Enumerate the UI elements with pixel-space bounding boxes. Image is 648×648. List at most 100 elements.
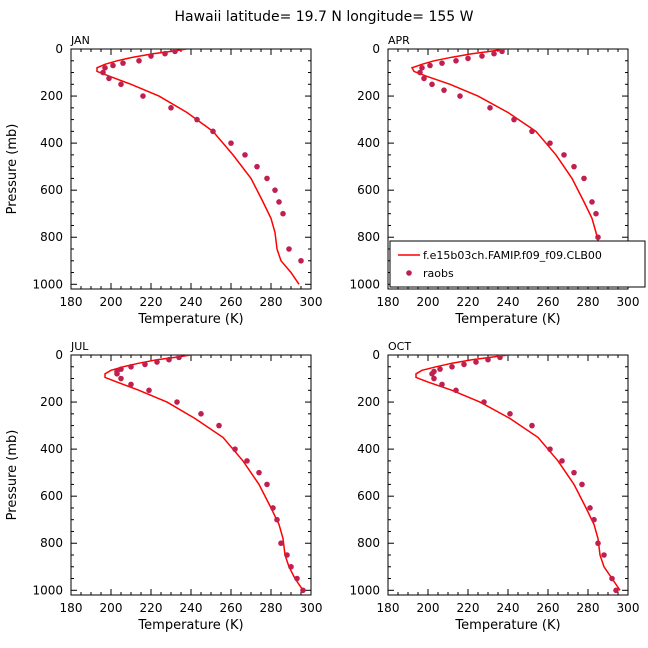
x-tick-label: 300 — [617, 295, 640, 309]
raobs-point — [210, 128, 216, 135]
model-profile-line — [104, 355, 304, 591]
raobs-point — [487, 105, 493, 111]
raobs-point — [571, 469, 577, 476]
raobs-point — [216, 422, 222, 429]
raobs-point — [264, 175, 270, 182]
plot-area — [415, 355, 621, 594]
legend-raobs-swatch — [406, 270, 412, 276]
raobs-point — [286, 246, 292, 252]
raobs-point — [589, 199, 595, 205]
raobs-point — [198, 411, 204, 417]
x-tick-label: 180 — [60, 601, 83, 615]
raobs-point — [174, 399, 180, 405]
raobs-point — [429, 81, 435, 88]
x-tick-label: 220 — [140, 295, 163, 309]
raobs-point — [579, 481, 585, 488]
raobs-point — [228, 140, 234, 146]
x-tick-label: 260 — [220, 295, 243, 309]
x-tick-label: 260 — [220, 601, 243, 615]
x-tick-label: 280 — [577, 601, 600, 615]
raobs-point — [437, 366, 443, 372]
y-tick-label: 600 — [357, 489, 380, 503]
raobs-point — [417, 69, 423, 76]
raobs-point — [529, 422, 535, 429]
raobs-point — [276, 199, 282, 205]
raobs-point — [593, 210, 599, 217]
panel-label: JUL — [70, 340, 89, 353]
x-axis-label: Temperature (K) — [454, 312, 560, 327]
raobs-point — [128, 363, 134, 370]
raobs-point — [232, 446, 238, 452]
raobs-point — [142, 361, 148, 368]
raobs-point — [511, 116, 517, 123]
x-tick-label: 220 — [457, 601, 480, 615]
x-tick-label: 200 — [100, 601, 123, 615]
raobs-point — [481, 399, 487, 405]
raobs-point — [431, 375, 437, 382]
x-tick-label: 280 — [260, 601, 283, 615]
x-tick-label: 240 — [180, 295, 203, 309]
x-axis-label: Temperature (K) — [454, 618, 560, 633]
raobs-point — [529, 128, 535, 135]
raobs-point — [453, 57, 459, 64]
x-tick-label: 300 — [300, 601, 323, 615]
raobs-point — [284, 552, 290, 558]
raobs-point — [497, 355, 503, 361]
y-tick-label: 0 — [372, 42, 380, 56]
raobs-point — [100, 69, 106, 76]
y-axis-label: Pressure (mb) — [5, 430, 20, 521]
plot-area — [104, 355, 306, 594]
x-tick-label: 180 — [377, 601, 400, 615]
plot-frame — [70, 48, 312, 290]
x-tick-label: 220 — [457, 295, 480, 309]
panel-jul: 180 200 220 240 260 280 300 0 200 400 600 800 1000 Te… — [5, 340, 322, 633]
raobs-point — [118, 81, 124, 88]
y-tick-label: 200 — [40, 89, 63, 103]
y-axis-label: Pressure (mb) — [5, 124, 20, 215]
raobs-point — [300, 587, 306, 594]
y-tick-label: 800 — [40, 230, 63, 244]
y-tick-label: 200 — [357, 395, 380, 409]
y-tick-label: 200 — [40, 395, 63, 409]
raobs-point — [439, 381, 445, 388]
x-tick-label: 240 — [180, 601, 203, 615]
raobs-point — [457, 93, 463, 99]
raobs-point — [128, 381, 134, 388]
x-tick-label: 200 — [417, 295, 440, 309]
y-tick-label: 0 — [372, 348, 380, 362]
panel-label: APR — [388, 34, 410, 47]
x-tick-label: 240 — [497, 295, 520, 309]
raobs-point — [278, 540, 284, 547]
x-tick-label: 260 — [537, 601, 560, 615]
panel-apr: 180 200 220 240 260 280 300 0 200 400 600 800 1000 Te… — [349, 34, 646, 327]
raobs-point — [591, 516, 597, 523]
y-tick-label: 400 — [357, 136, 380, 150]
raobs-point — [254, 163, 260, 170]
page-title: Hawaii latitude= 19.7 N longitude= 155 W — [175, 9, 474, 25]
raobs-point — [499, 49, 505, 55]
y-tick-label: 400 — [40, 136, 63, 150]
raobs-point — [587, 505, 593, 511]
y-tick-label: 400 — [357, 442, 380, 456]
y-tick-label: 1000 — [32, 583, 63, 597]
x-axis-label: Temperature (K) — [137, 312, 243, 327]
raobs-point — [441, 87, 447, 93]
x-tick-label: 220 — [140, 601, 163, 615]
legend-box — [389, 240, 646, 288]
raobs-point — [172, 49, 178, 55]
raobs-point — [102, 65, 108, 71]
y-tick-label: 800 — [357, 536, 380, 550]
x-tick-label: 200 — [100, 295, 123, 309]
y-tick-label: 800 — [357, 230, 380, 244]
plot-area — [96, 49, 304, 285]
raobs-point — [595, 234, 601, 241]
raobs-point — [288, 563, 294, 570]
raobs-point — [453, 387, 459, 394]
y-tick-label: 0 — [55, 348, 63, 362]
raobs-point — [485, 356, 491, 363]
y-tick-label: 600 — [40, 183, 63, 197]
raobs-point — [559, 458, 565, 464]
x-tick-label: 180 — [377, 295, 400, 309]
raobs-point — [461, 361, 467, 368]
raobs-point — [264, 481, 270, 488]
